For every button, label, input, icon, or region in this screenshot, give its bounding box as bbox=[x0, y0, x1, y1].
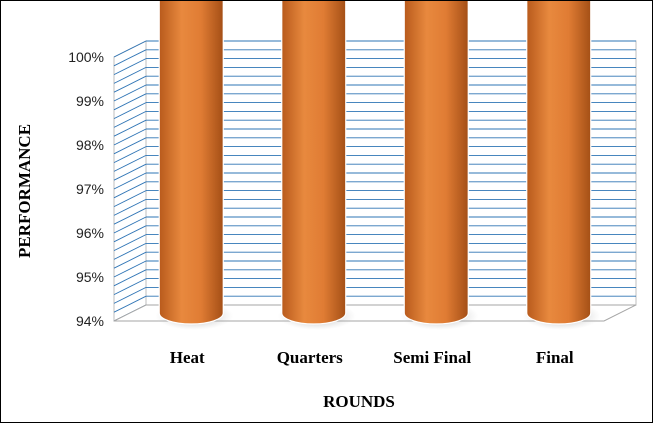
gridline-side bbox=[113, 198, 147, 216]
y-tick-label: 95% bbox=[76, 269, 104, 285]
gridline-side bbox=[113, 49, 147, 67]
gridline-side bbox=[113, 190, 147, 208]
gridline-side bbox=[113, 154, 147, 172]
gridline-side bbox=[113, 172, 147, 190]
gridline-side bbox=[113, 128, 147, 146]
gridline-side bbox=[113, 102, 147, 120]
gridline-side bbox=[113, 93, 147, 111]
y-axis-title: PERFORMANCE bbox=[15, 124, 34, 258]
gridline-side bbox=[113, 242, 147, 260]
y-tick-label: 99% bbox=[76, 93, 104, 109]
x-tick-labels: Heat Quarters Semi Final Final bbox=[170, 348, 574, 367]
gridline-side bbox=[113, 295, 147, 313]
gridline-side bbox=[113, 110, 147, 128]
gridline-side bbox=[113, 260, 147, 278]
bars bbox=[155, 1, 601, 330]
y-tick-label: 100% bbox=[68, 49, 104, 65]
gridline-side bbox=[113, 75, 147, 93]
gridline-side bbox=[113, 234, 147, 252]
x-axis-title: ROUNDS bbox=[323, 392, 395, 411]
gridline-side bbox=[113, 251, 147, 269]
bar-segment-1 bbox=[158, 1, 224, 325]
gridline-side bbox=[113, 225, 147, 243]
y-tick-label: 98% bbox=[76, 137, 104, 153]
gridline-side bbox=[113, 40, 147, 58]
gridline-side bbox=[113, 66, 147, 84]
gridline-side bbox=[113, 146, 147, 164]
gridline-side bbox=[113, 216, 147, 234]
bar-segment-1 bbox=[526, 1, 592, 325]
y-tick-label: 97% bbox=[76, 181, 104, 197]
bar-segment-1 bbox=[403, 1, 469, 325]
gridline-side bbox=[113, 207, 147, 225]
y-tick-label: 96% bbox=[76, 225, 104, 241]
gridline-side bbox=[113, 163, 147, 181]
y-tick-labels: 94% 95% 96% 97% 98% 99% 100% bbox=[68, 49, 104, 329]
gridline-side bbox=[113, 137, 147, 155]
gridline-side bbox=[113, 119, 147, 137]
gridline-side bbox=[113, 269, 147, 287]
gridline-side bbox=[113, 286, 147, 304]
gridline-side bbox=[113, 278, 147, 296]
x-tick-label: Quarters bbox=[277, 348, 343, 367]
bar-segment-1 bbox=[281, 1, 347, 325]
x-tick-label: Semi Final bbox=[393, 348, 471, 367]
gridline-side bbox=[113, 84, 147, 102]
gridline-side bbox=[113, 58, 147, 76]
y-tick-label: 94% bbox=[76, 313, 104, 329]
x-tick-label: Heat bbox=[170, 348, 205, 367]
x-tick-label: Final bbox=[536, 348, 574, 367]
gridline-side bbox=[113, 181, 147, 199]
